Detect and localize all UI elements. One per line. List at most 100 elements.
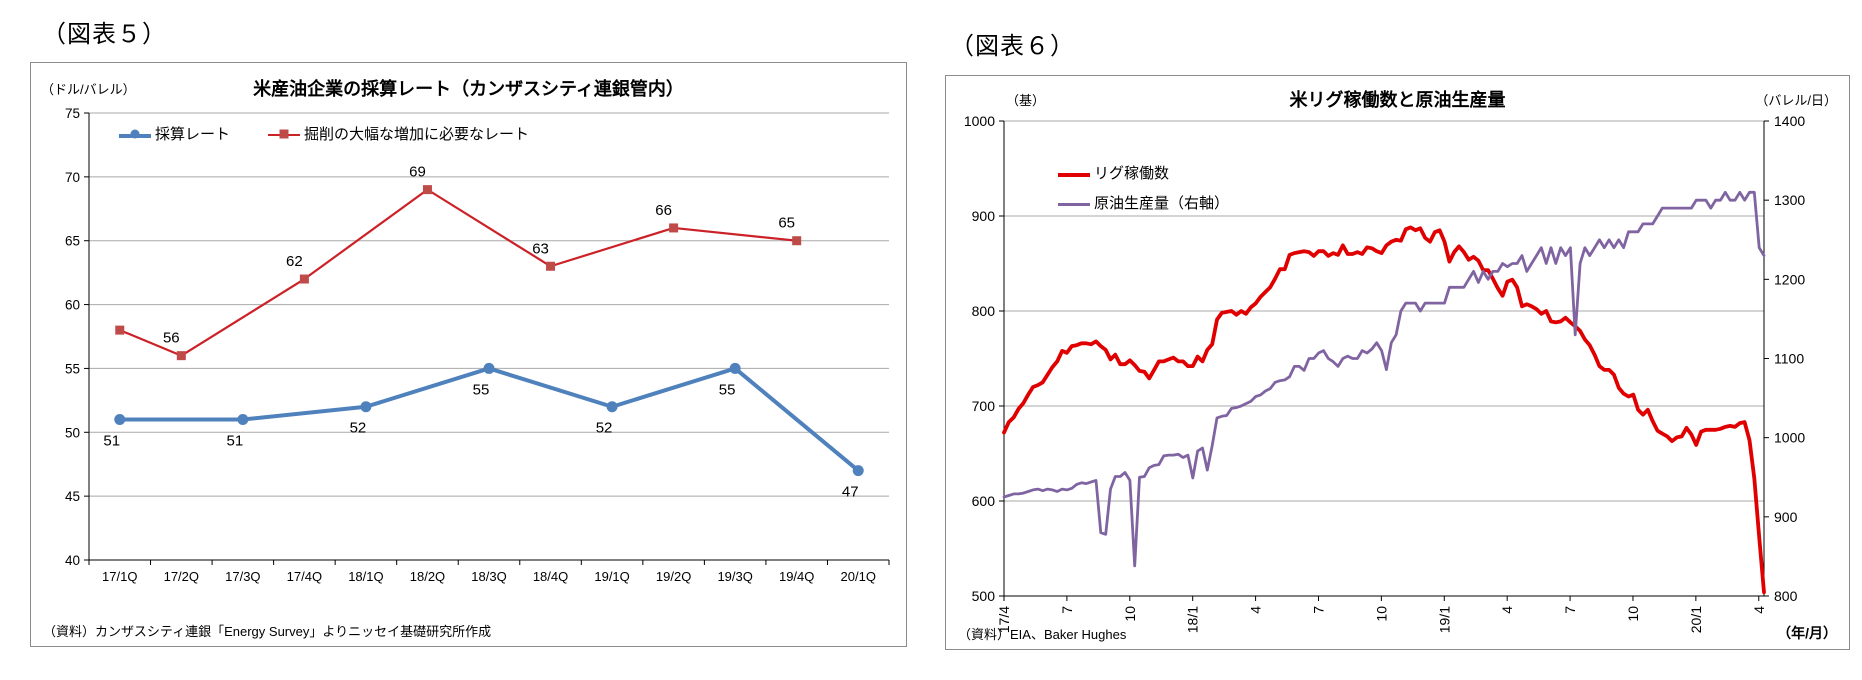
- data-point-marker: [114, 414, 126, 426]
- right-y-tick-label: 1000: [1774, 430, 1805, 446]
- right-y-tick-label: 800: [1774, 588, 1798, 604]
- legend-label: リグ稼働数: [1094, 165, 1170, 182]
- x-tick-label: 7: [1562, 606, 1578, 614]
- figure5-plot: 75 70 65 60 55 50 45 40 17/1Q 17/2Q 17/3Q 17/4Q 18/1…: [65, 106, 890, 584]
- data-point-marker: [669, 223, 679, 233]
- x-tick-label: 20/1: [1688, 606, 1704, 633]
- y-tick-label: 45: [65, 489, 80, 504]
- figure6-source: （資料）EIA、Baker Hughes: [958, 627, 1127, 642]
- legend-label: 掘削の大幅な増加に必要なレート: [304, 126, 530, 143]
- series-line-掘削の大幅な増加に必要なレート: [119, 188, 797, 357]
- figure5-label: （図表５）: [42, 21, 167, 48]
- data-point-marker: [176, 351, 186, 361]
- x-tick-label: 7: [1310, 606, 1326, 614]
- x-tick-label: 19/1Q: [594, 569, 629, 584]
- blue-line-circle-marker-icon: [119, 128, 151, 140]
- left-y-tick-label: 1000: [964, 113, 995, 129]
- figure5-title: 米産油企業の採算レート（カンザスシティ連銀管内）: [253, 79, 684, 99]
- red-line-swatch-icon: [1058, 167, 1090, 179]
- data-point-marker: [852, 465, 864, 477]
- data-label: 51: [103, 433, 120, 450]
- data-point-marker: [729, 362, 741, 374]
- x-tick-label: 17/1Q: [102, 569, 137, 584]
- y-tick-label: 50: [65, 425, 80, 440]
- y-tick-label: 65: [65, 234, 80, 249]
- x-tick-label: 17/4Q: [287, 569, 322, 584]
- data-point-marker: [483, 362, 495, 374]
- figure5-source: （資料）カンザスシティ連銀「Energy Survey」よりニッセイ基礎研究所作…: [43, 624, 492, 639]
- legend-item-crude-production: 原油生産量（右軸）: [1058, 192, 1229, 213]
- x-tick-label: 19/2Q: [656, 569, 691, 584]
- figure5-legend: 採算レート 掘削の大幅な増加に必要なレート: [119, 123, 529, 144]
- legend-label: 採算レート: [155, 126, 231, 143]
- data-label: 66: [655, 202, 672, 219]
- series-line-原油生産量（右軸）: [1002, 190, 1766, 568]
- y-tick-label: 75: [65, 106, 80, 121]
- data-label: 69: [409, 164, 426, 181]
- x-tick-label: 19/1: [1436, 606, 1452, 633]
- right-y-tick-label: 1100: [1774, 351, 1804, 367]
- x-tick-label: 18/4Q: [533, 569, 568, 584]
- x-tick-label: 4: [1499, 606, 1515, 614]
- figure6-xaxis-unit: （年/月）: [1777, 625, 1837, 641]
- data-label: 51: [227, 433, 244, 450]
- figure6-chart-box: （基） （バレル/日） 米リグ稼働数と原油生産量 リグ稼働数 原油生産量（右軸）…: [945, 75, 1850, 650]
- x-tick-label: 17/4: [996, 606, 1012, 633]
- data-point-marker: [237, 414, 249, 426]
- right-y-tick-label: 1200: [1774, 271, 1805, 287]
- legend-label: 原油生産量（右軸）: [1094, 195, 1230, 212]
- left-y-tick-label: 600: [972, 493, 996, 509]
- y-tick-label: 40: [65, 553, 80, 568]
- x-tick-label: 19/3Q: [717, 569, 752, 584]
- y-tick-label: 70: [65, 170, 80, 185]
- left-y-tick-label: 500: [972, 588, 996, 604]
- data-point-marker: [360, 401, 372, 413]
- x-tick-label: 10: [1373, 606, 1389, 622]
- x-tick-label: 18/2Q: [410, 569, 445, 584]
- figure6-plot: 1000 900 800 700 600 500 1400 1300 1200 1100 1000 9…: [964, 113, 1806, 633]
- figure6-left-axis-unit: （基）: [1006, 93, 1046, 108]
- left-y-tick-label: 900: [972, 208, 996, 224]
- red-line-square-marker-icon: [268, 128, 301, 140]
- series-line-リグ稼働数: [1002, 225, 1766, 595]
- x-tick-label: 18/3Q: [471, 569, 506, 584]
- x-tick-label: 4: [1248, 606, 1264, 614]
- data-label: 63: [532, 240, 549, 257]
- left-y-tick-label: 800: [972, 303, 996, 319]
- legend-item-breakeven-rate: 採算レート: [119, 123, 230, 144]
- data-label: 55: [719, 381, 736, 398]
- data-point-marker: [115, 325, 125, 335]
- data-point-marker: [792, 236, 802, 246]
- left-y-tick-label: 700: [972, 398, 996, 414]
- x-tick-label: 18/1Q: [348, 569, 383, 584]
- x-tick-label: 10: [1122, 606, 1138, 622]
- right-y-tick-label: 1400: [1774, 113, 1805, 129]
- y-tick-label: 60: [65, 298, 80, 313]
- x-tick-label: 7: [1059, 606, 1075, 614]
- right-y-tick-label: 900: [1774, 509, 1798, 525]
- figure6-label: （図表６）: [950, 33, 1075, 60]
- data-label: 47: [842, 484, 859, 501]
- figure6-legend: リグ稼働数 原油生産量（右軸）: [1058, 162, 1229, 213]
- x-tick-label: 17/2Q: [164, 569, 199, 584]
- x-tick-label: 10: [1625, 606, 1641, 622]
- data-label: 65: [778, 215, 795, 232]
- x-tick-label: 4: [1751, 606, 1767, 614]
- legend-item-rig-count: リグ稼働数: [1058, 162, 1169, 183]
- x-tick-label: 19/4Q: [779, 569, 814, 584]
- figure6-right-axis-unit: （バレル/日）: [1755, 93, 1837, 108]
- data-label: 62: [286, 253, 303, 270]
- x-tick-label: 18/1: [1185, 606, 1201, 633]
- purple-line-swatch-icon: [1058, 197, 1090, 209]
- data-point-marker: [546, 261, 556, 271]
- figure5-chart-box: （ドル/バレル） 米産油企業の採算レート（カンザスシティ連銀管内） 採算レート …: [30, 62, 907, 647]
- data-point-marker: [299, 274, 309, 284]
- data-label: 52: [596, 420, 613, 437]
- data-label: 55: [473, 381, 490, 398]
- legend-item-rate-needed-for-drilling-increase: 掘削の大幅な増加に必要なレート: [268, 123, 529, 144]
- y-tick-label: 55: [65, 361, 80, 376]
- data-point-marker: [606, 401, 618, 413]
- figure5-yaxis-unit: （ドル/バレル）: [41, 82, 136, 97]
- data-label: 52: [350, 420, 367, 437]
